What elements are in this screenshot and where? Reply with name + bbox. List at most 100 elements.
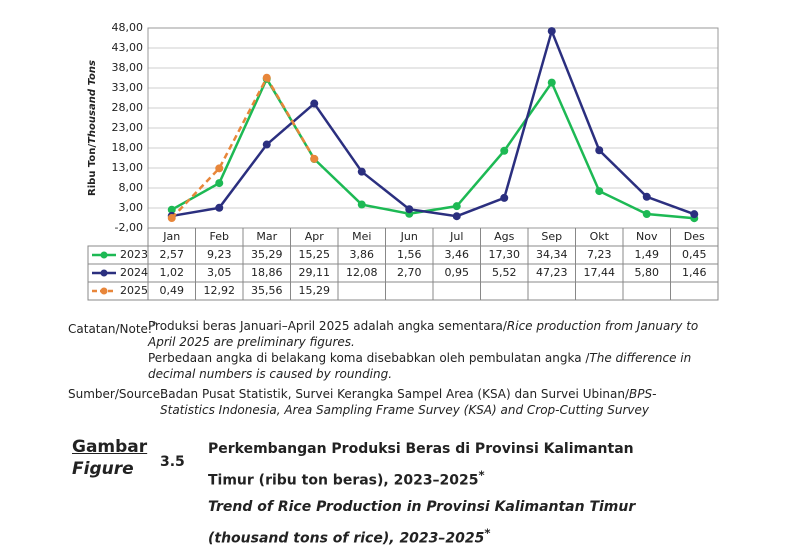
- table-frame: [87, 245, 719, 301]
- data-point: [357, 167, 366, 176]
- chart: Ribu Ton/Thousand Tons -2,00 3,00 8,00 13,0…: [87, 21, 719, 301]
- source-label: Sumber/Source:: [68, 387, 165, 401]
- series-line: [170, 75, 316, 219]
- x-tick-label: Apr: [305, 230, 325, 243]
- data-point: [452, 212, 461, 221]
- y-tick-label: 48,00: [112, 21, 144, 34]
- table-value: 12,92: [204, 284, 236, 297]
- x-tick-label: Okt: [590, 230, 610, 243]
- table-value: 47,23: [536, 266, 568, 279]
- x-tick-label: Jul: [449, 230, 463, 243]
- data-point: [262, 140, 271, 149]
- table-value: 29,11: [299, 266, 331, 279]
- data-point: [215, 164, 224, 173]
- data-point: [642, 210, 651, 219]
- y-tick-label: 33,00: [112, 81, 144, 94]
- data-point: [357, 200, 366, 209]
- data-point: [215, 179, 224, 188]
- note-label: Catatan/Note:*: [68, 318, 157, 382]
- data-point: [500, 193, 509, 202]
- data-point: [310, 154, 319, 163]
- table-value: 3,46: [445, 248, 470, 261]
- table-value: 5,80: [635, 266, 660, 279]
- legend-marker: [100, 287, 108, 295]
- y-tick-label: 18,00: [112, 141, 144, 154]
- table-value: 7,23: [587, 248, 612, 261]
- y-tick-label: -2,00: [115, 221, 143, 234]
- table-value: 5,52: [492, 266, 517, 279]
- caption-title-en-text: Trend of Rice Production in Provinsi Kal…: [208, 498, 636, 547]
- x-tick-label: Mar: [256, 230, 277, 243]
- x-tick-label: Des: [684, 230, 705, 243]
- table-value: 0,45: [682, 248, 707, 261]
- y-axis-label: Ribu Ton/Thousand Tons: [87, 60, 98, 196]
- data-point: [167, 214, 176, 223]
- note-line: Perbedaan angka di belakang koma disebab…: [148, 350, 708, 382]
- note-id: Produksi beras Januari–April 2025 adalah…: [148, 319, 507, 333]
- source-id: Badan Pusat Statistik, Survei Kerangka S…: [160, 387, 630, 401]
- table-value: 17,30: [489, 248, 521, 261]
- table-value: 15,29: [299, 284, 331, 297]
- data-point: [642, 192, 651, 201]
- y-label-en: Thousand Tons: [87, 60, 98, 144]
- source-content: Badan Pusat Statistik, Survei Kerangka S…: [160, 386, 708, 418]
- note-en: Rice production from January to April 20…: [148, 319, 699, 349]
- caption-marker: *: [478, 468, 485, 482]
- note: Catatan/Note:* Produksi beras Januari–Ap…: [68, 318, 708, 382]
- table-value: 35,29: [251, 248, 283, 261]
- table-value: 35,56: [251, 284, 283, 297]
- note-en: The difference in decimal numbers is cau…: [148, 351, 692, 381]
- table-value: 3,05: [207, 266, 232, 279]
- caption-title-id-text: Perkembangan Produksi Beras di Provinsi …: [208, 441, 634, 489]
- caption-title-id: Perkembangan Produksi Beras di Provinsi …: [208, 436, 678, 494]
- x-tick-label: Nov: [636, 230, 658, 243]
- y-tick-label: 13,00: [112, 161, 144, 174]
- data-point: [167, 205, 176, 214]
- data-point: [452, 202, 461, 211]
- caption-title-en: Trend of Rice Production in Provinsi Kal…: [208, 494, 678, 551]
- data-point: [595, 187, 604, 196]
- table-value: 18,86: [251, 266, 283, 279]
- source: Sumber/Source: Badan Pusat Statistik, Su…: [68, 386, 708, 418]
- x-tick-label: Jun: [400, 230, 418, 243]
- caption-number: 3.5: [160, 454, 185, 470]
- y-label-id: Ribu Ton/: [87, 144, 98, 196]
- table-value: 1,46: [682, 266, 707, 279]
- y-tick-label: 38,00: [112, 61, 144, 74]
- x-tick-label: Mei: [352, 230, 371, 243]
- legend-marker: [100, 251, 108, 259]
- table-value: 9,23: [207, 248, 232, 261]
- caption-label-id: Gambar: [72, 437, 148, 457]
- legend-label: 2025: [120, 284, 148, 297]
- table-value: 12,08: [346, 266, 378, 279]
- table-value: 34,34: [536, 248, 568, 261]
- data-point: [547, 27, 556, 36]
- data-point: [310, 99, 319, 108]
- data-point: [595, 146, 604, 155]
- y-tick-label: 23,00: [112, 121, 144, 134]
- legend-marker: [100, 269, 108, 277]
- legend-label: 2023: [120, 248, 148, 261]
- series-line: [171, 76, 695, 220]
- y-tick-label: 8,00: [119, 181, 144, 194]
- note-line: Produksi beras Januari–April 2025 adalah…: [148, 318, 708, 350]
- table-value: 1,56: [397, 248, 422, 261]
- y-tick-label: 3,00: [119, 201, 144, 214]
- data-point: [547, 78, 556, 87]
- caption-label: Gambar Figure: [72, 436, 147, 480]
- table-value: 17,44: [584, 266, 616, 279]
- table-value: 0,49: [160, 284, 185, 297]
- caption-marker: *: [484, 525, 491, 540]
- note-marker: *: [151, 320, 157, 331]
- table-value: 2,57: [160, 248, 185, 261]
- legend-label: 2024: [120, 266, 148, 279]
- data-point: [262, 73, 271, 82]
- series-line: [171, 27, 695, 218]
- x-tick-label: Sep: [541, 230, 562, 243]
- data-point: [405, 205, 414, 214]
- table-value: 0,95: [445, 266, 470, 279]
- source-en: BPS-Statistics Indonesia, Area Sampling …: [160, 387, 657, 417]
- table-value: 1,02: [160, 266, 185, 279]
- y-tick-label: 28,00: [112, 101, 144, 114]
